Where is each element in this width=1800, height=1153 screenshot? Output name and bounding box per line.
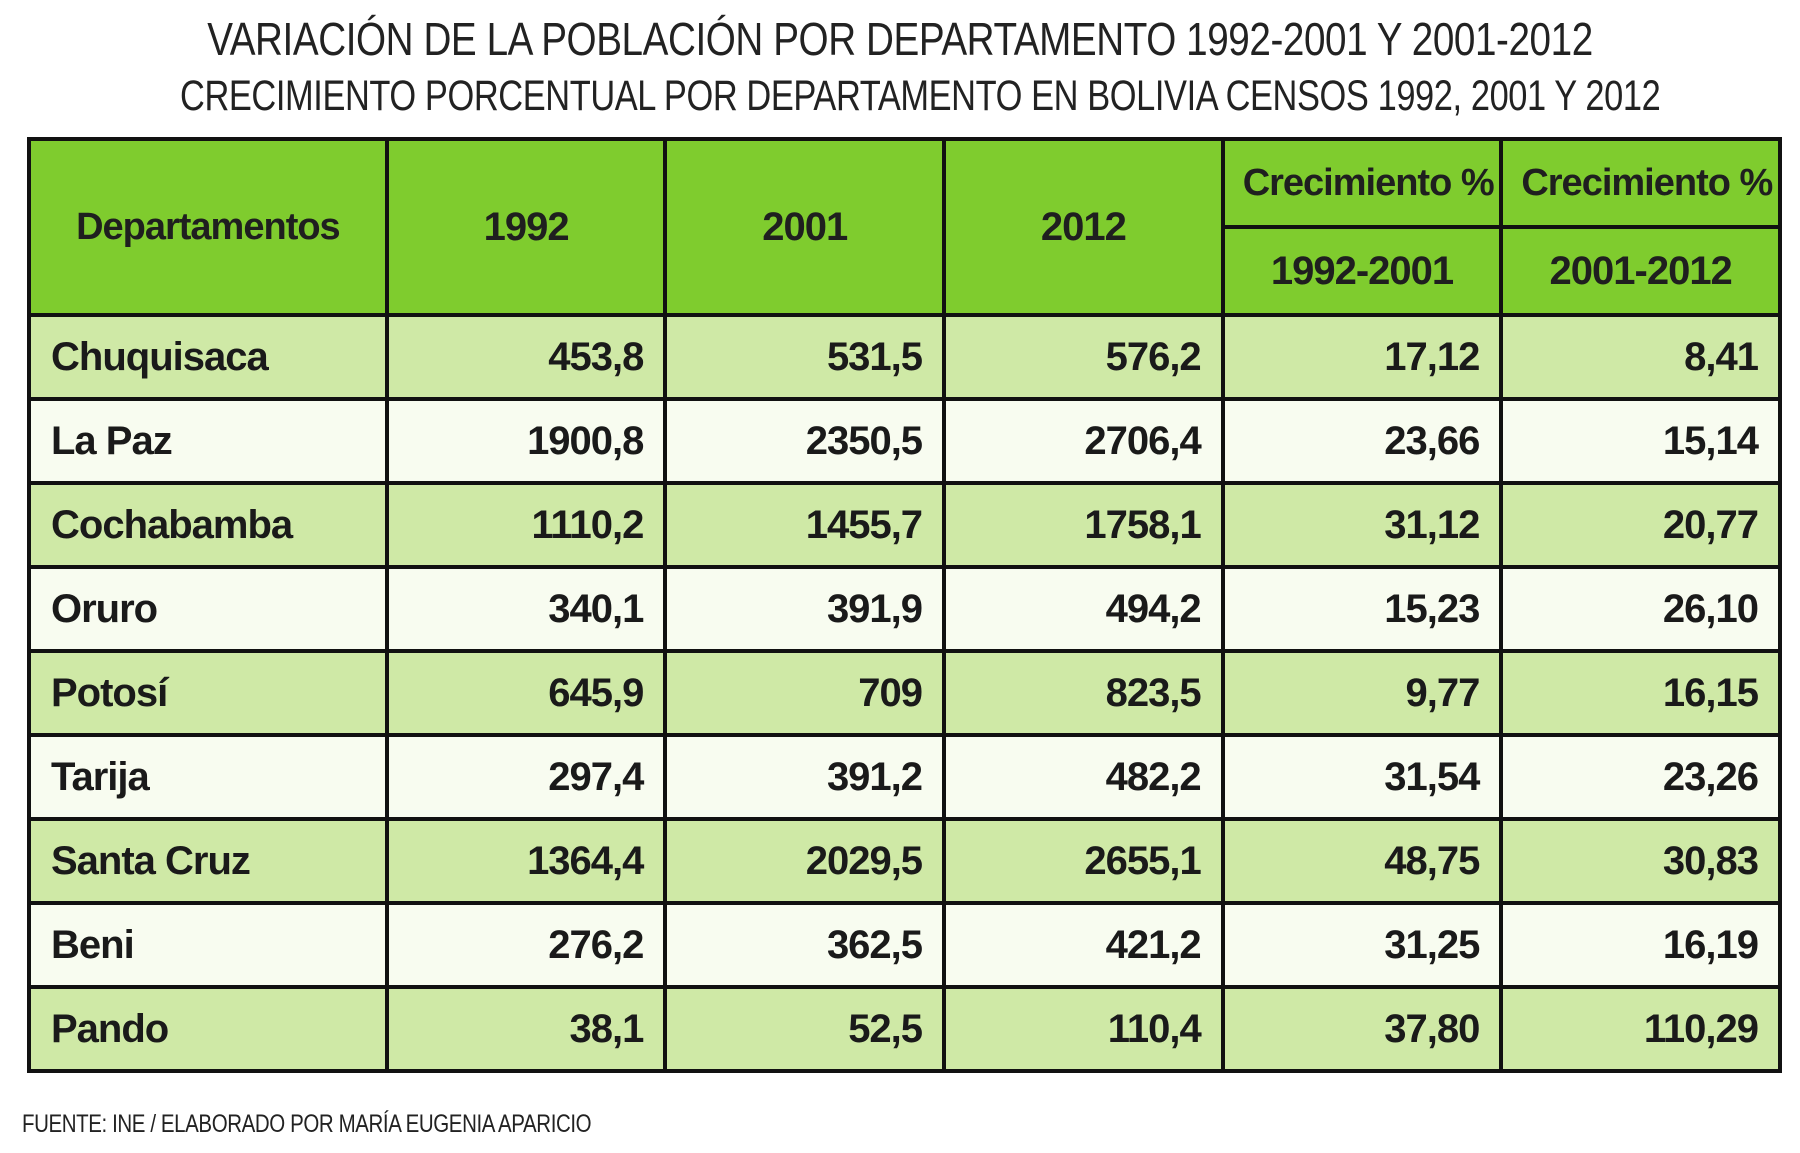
- source-note: FUENTE: INE / ELABORADO POR MARÍA EUGENI…: [22, 1110, 592, 1138]
- table-row: Pando 38,1 52,5 110,4 37,80 110,29: [27, 985, 1782, 1073]
- cell-value-2012: 494,2: [942, 565, 1225, 653]
- cell-value-2001: 391,2: [663, 733, 947, 821]
- cell-value-2001: 531,5: [663, 313, 947, 401]
- cell-departamento: Chuquisaca: [27, 313, 389, 401]
- cell-value-2001: 2350,5: [663, 397, 947, 485]
- cell-value-2001: 52,5: [663, 985, 947, 1073]
- cell-growth-1992-2001: 9,77: [1220, 649, 1504, 737]
- cell-growth-1992-2001: 23,66: [1220, 397, 1504, 485]
- header-2012: 2012: [942, 137, 1225, 317]
- cell-departamento: La Paz: [27, 397, 389, 485]
- cell-value-1992: 1110,2: [384, 481, 668, 569]
- header-growth-period-2001-2012: 2001-2012: [1499, 225, 1782, 317]
- table-row: Oruro 340,1 391,9 494,2 15,23 26,10: [27, 565, 1782, 653]
- cell-departamento: Cochabamba: [27, 481, 389, 569]
- table-row: Beni 276,2 362,5 421,2 31,25 16,19: [27, 901, 1782, 989]
- cell-value-2012: 2655,1: [942, 817, 1225, 905]
- cell-growth-1992-2001: 17,12: [1220, 313, 1504, 401]
- cell-value-1992: 1364,4: [384, 817, 668, 905]
- cell-value-1992: 297,4: [384, 733, 668, 821]
- cell-departamento: Beni: [27, 901, 389, 989]
- cell-value-2012: 823,5: [942, 649, 1225, 737]
- table-header: Departamentos 1992 2001 2012 Crecimiento…: [27, 137, 1782, 317]
- cell-value-2001: 709: [663, 649, 947, 737]
- cell-departamento: Pando: [27, 985, 389, 1073]
- cell-value-2001: 1455,7: [663, 481, 947, 569]
- cell-value-2012: 482,2: [942, 733, 1225, 821]
- cell-growth-2001-2012: 15,14: [1499, 397, 1782, 485]
- header-growth-period-1992-2001: 1992-2001: [1220, 225, 1504, 317]
- header-2001: 2001: [663, 137, 947, 317]
- cell-growth-1992-2001: 48,75: [1220, 817, 1504, 905]
- cell-value-2012: 2706,4: [942, 397, 1225, 485]
- cell-growth-2001-2012: 110,29: [1499, 985, 1782, 1073]
- header-departamentos: Departamentos: [27, 137, 389, 317]
- cell-value-1992: 340,1: [384, 565, 668, 653]
- cell-value-2012: 1758,1: [942, 481, 1225, 569]
- cell-value-1992: 276,2: [384, 901, 668, 989]
- cell-value-2012: 421,2: [942, 901, 1225, 989]
- cell-growth-1992-2001: 31,54: [1220, 733, 1504, 821]
- table-body: Chuquisaca 453,8 531,5 576,2 17,12 8,41 La Paz…: [27, 313, 1782, 1073]
- table-row: Potosí 645,9 709 823,5 9,77 16,15: [27, 649, 1782, 737]
- cell-growth-1992-2001: 15,23: [1220, 565, 1504, 653]
- cell-departamento: Tarija: [27, 733, 389, 821]
- cell-departamento: Potosí: [27, 649, 389, 737]
- population-table: Departamentos 1992 2001 2012 Crecimiento…: [27, 137, 1782, 1073]
- table-row: Tarija 297,4 391,2 482,2 31,54 23,26: [27, 733, 1782, 821]
- cell-growth-1992-2001: 37,80: [1220, 985, 1504, 1073]
- header-growth-label-1992-2001: Crecimiento %: [1220, 137, 1504, 229]
- cell-growth-2001-2012: 16,15: [1499, 649, 1782, 737]
- header-growth-label-2001-2012: Crecimiento %: [1499, 137, 1782, 229]
- cell-growth-1992-2001: 31,25: [1220, 901, 1504, 989]
- cell-growth-2001-2012: 30,83: [1499, 817, 1782, 905]
- cell-value-2001: 2029,5: [663, 817, 947, 905]
- table-row: La Paz 1900,8 2350,5 2706,4 23,66 15,14: [27, 397, 1782, 485]
- table-row: Cochabamba 1110,2 1455,7 1758,1 31,12 20,77: [27, 481, 1782, 569]
- table-row: Santa Cruz 1364,4 2029,5 2655,1 48,75 30,83: [27, 817, 1782, 905]
- cell-growth-2001-2012: 23,26: [1499, 733, 1782, 821]
- cell-value-1992: 1900,8: [384, 397, 668, 485]
- cell-growth-2001-2012: 8,41: [1499, 313, 1782, 401]
- cell-growth-1992-2001: 31,12: [1220, 481, 1504, 569]
- cell-value-1992: 453,8: [384, 313, 668, 401]
- cell-value-2001: 391,9: [663, 565, 947, 653]
- table-row: Chuquisaca 453,8 531,5 576,2 17,12 8,41: [27, 313, 1782, 401]
- cell-value-1992: 38,1: [384, 985, 668, 1073]
- cell-value-1992: 645,9: [384, 649, 668, 737]
- header-1992: 1992: [384, 137, 668, 317]
- cell-value-2001: 362,5: [663, 901, 947, 989]
- cell-growth-2001-2012: 20,77: [1499, 481, 1782, 569]
- chart-subtitle: CRECIMIENTO PORCENTUAL POR DEPARTAMENTO …: [180, 72, 1661, 120]
- cell-value-2012: 110,4: [942, 985, 1225, 1073]
- cell-growth-2001-2012: 16,19: [1499, 901, 1782, 989]
- cell-departamento: Oruro: [27, 565, 389, 653]
- cell-growth-2001-2012: 26,10: [1499, 565, 1782, 653]
- chart-title: VARIACIÓN DE LA POBLACIÓN POR DEPARTAMEN…: [207, 13, 1593, 65]
- cell-departamento: Santa Cruz: [27, 817, 389, 905]
- cell-value-2012: 576,2: [942, 313, 1225, 401]
